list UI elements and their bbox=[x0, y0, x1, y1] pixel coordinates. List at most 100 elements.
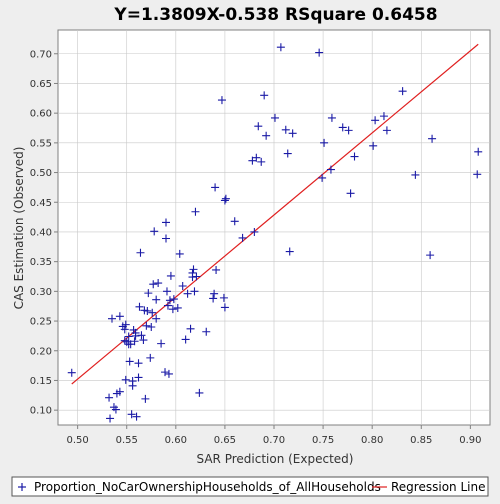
data-point-8 bbox=[115, 312, 124, 321]
data-point-60 bbox=[181, 335, 190, 344]
x-tick-label-5: 0.75 bbox=[312, 435, 334, 446]
y-tick-label-6: 0.40 bbox=[30, 227, 52, 238]
data-point-101 bbox=[344, 126, 353, 135]
data-point-62 bbox=[186, 324, 195, 333]
data-point-5 bbox=[111, 405, 120, 414]
data-point-26 bbox=[132, 412, 141, 421]
data-point-42 bbox=[150, 227, 159, 236]
data-point-1 bbox=[105, 393, 114, 402]
data-point-10 bbox=[120, 336, 129, 345]
data-point-38 bbox=[146, 353, 155, 362]
chart-title: Y=1.3809X-0.538 RSquare 0.6458 bbox=[113, 5, 437, 25]
legend-label-points: Proportion_NoCarOwnershipHouseholds_of_A… bbox=[34, 480, 381, 494]
grid-lines bbox=[58, 30, 490, 425]
x-tick-label-3: 0.65 bbox=[214, 435, 236, 446]
data-points bbox=[67, 43, 483, 423]
data-point-95 bbox=[315, 48, 324, 57]
data-point-77 bbox=[220, 303, 229, 312]
data-point-61 bbox=[183, 289, 192, 298]
data-point-36 bbox=[143, 306, 152, 315]
data-point-65 bbox=[189, 265, 198, 274]
x-axis-ticks: 0.50 0.55 0.60 0.65 0.70 0.75 0.80 0.85 0.90 bbox=[67, 425, 481, 446]
y-tick-label-9: 0.55 bbox=[30, 138, 52, 149]
data-point-11 bbox=[120, 325, 129, 334]
data-point-104 bbox=[369, 141, 378, 150]
y-tick-label-11: 0.65 bbox=[30, 79, 52, 90]
data-point-31 bbox=[137, 331, 146, 340]
data-point-94 bbox=[288, 129, 297, 138]
data-point-100 bbox=[338, 123, 347, 132]
data-point-70 bbox=[202, 327, 211, 336]
y-axis-label: CAS Estimation (Observed) bbox=[12, 147, 26, 310]
data-point-93 bbox=[285, 247, 294, 256]
legend-label-regression: Regression Line bbox=[391, 480, 485, 494]
data-point-67 bbox=[191, 207, 200, 216]
x-tick-label-4: 0.70 bbox=[263, 435, 285, 446]
y-tick-label-7: 0.45 bbox=[30, 198, 52, 209]
x-tick-label-7: 0.85 bbox=[410, 435, 432, 446]
data-point-59 bbox=[178, 282, 187, 291]
y-tick-label-10: 0.60 bbox=[30, 109, 52, 120]
data-point-52 bbox=[164, 369, 173, 378]
data-point-29 bbox=[135, 302, 144, 311]
data-point-41 bbox=[149, 280, 158, 289]
x-tick-label-8: 0.90 bbox=[459, 435, 481, 446]
data-point-15 bbox=[124, 332, 133, 341]
data-point-12 bbox=[121, 375, 130, 384]
data-point-30 bbox=[136, 248, 145, 257]
y-tick-label-5: 0.35 bbox=[30, 257, 52, 268]
data-point-106 bbox=[379, 112, 388, 121]
y-tick-label-4: 0.30 bbox=[30, 287, 52, 298]
y-tick-label-12: 0.70 bbox=[30, 49, 52, 60]
data-point-55 bbox=[168, 305, 177, 314]
data-point-92 bbox=[283, 149, 292, 158]
data-point-54 bbox=[166, 271, 175, 280]
data-point-73 bbox=[211, 183, 220, 192]
data-point-57 bbox=[173, 303, 182, 312]
data-point-98 bbox=[326, 165, 335, 174]
data-point-13 bbox=[121, 320, 130, 329]
data-point-37 bbox=[144, 289, 153, 298]
data-point-48 bbox=[162, 234, 170, 243]
data-point-25 bbox=[131, 328, 140, 337]
data-point-108 bbox=[398, 87, 407, 96]
data-point-86 bbox=[257, 157, 266, 166]
data-point-0 bbox=[67, 368, 76, 377]
data-point-27 bbox=[134, 373, 143, 382]
data-point-17 bbox=[125, 357, 134, 366]
data-point-90 bbox=[276, 43, 285, 52]
data-point-107 bbox=[382, 126, 391, 135]
data-point-44 bbox=[152, 295, 161, 304]
data-point-99 bbox=[327, 113, 336, 122]
data-point-111 bbox=[428, 134, 437, 143]
data-point-64 bbox=[188, 268, 197, 277]
legend-box bbox=[11, 476, 489, 497]
data-point-3 bbox=[108, 314, 116, 323]
data-point-84 bbox=[252, 153, 261, 162]
data-point-105 bbox=[371, 116, 380, 125]
data-point-47 bbox=[161, 368, 170, 377]
data-point-112 bbox=[473, 170, 482, 179]
x-tick-label-2: 0.60 bbox=[165, 435, 187, 446]
data-point-91 bbox=[281, 125, 290, 134]
data-point-96 bbox=[318, 173, 327, 182]
y-axis-ticks: 0.10 0.15 0.20 0.25 0.30 0.35 0.40 0.45 0.50 0.55… bbox=[30, 49, 58, 417]
data-point-85 bbox=[254, 122, 263, 131]
data-point-2 bbox=[106, 414, 115, 423]
data-point-66 bbox=[190, 287, 199, 296]
data-point-53 bbox=[165, 296, 174, 305]
data-point-83 bbox=[250, 227, 259, 236]
data-point-110 bbox=[426, 251, 435, 260]
data-point-46 bbox=[157, 339, 166, 348]
data-point-40 bbox=[148, 308, 157, 317]
y-tick-label-8: 0.50 bbox=[30, 168, 52, 179]
data-point-71 bbox=[209, 294, 218, 303]
data-point-75 bbox=[217, 96, 226, 105]
data-point-49 bbox=[162, 218, 170, 227]
x-axis-label: SAR Prediction (Expected) bbox=[197, 452, 354, 466]
data-point-21 bbox=[128, 381, 137, 390]
data-point-79 bbox=[221, 194, 230, 203]
data-point-109 bbox=[411, 170, 420, 179]
data-point-19 bbox=[127, 410, 136, 419]
